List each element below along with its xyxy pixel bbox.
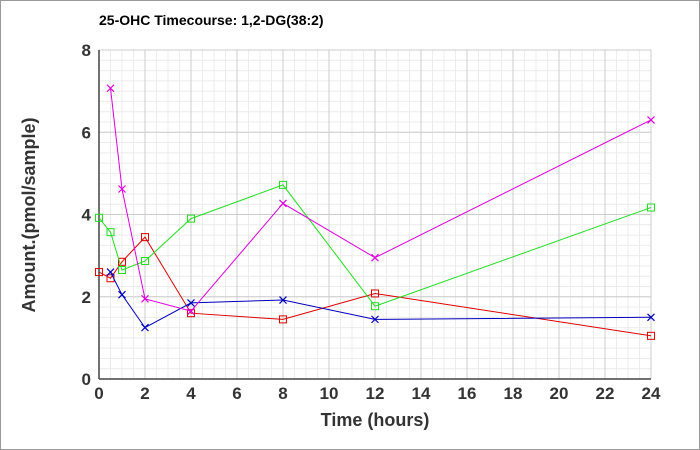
data-point — [118, 266, 126, 275]
data-point — [106, 228, 115, 237]
x-tick-label: 24 — [642, 384, 661, 403]
data-point — [647, 313, 655, 322]
x-tick-labels: 0 2 4 6 8 10 12 14 16 18 20 22 24 — [94, 384, 661, 403]
data-point — [187, 298, 195, 307]
x-tick-label: 4 — [186, 384, 196, 403]
data-point — [371, 302, 379, 311]
y-tick-label: 4 — [82, 206, 92, 225]
data-point — [118, 257, 126, 266]
y-tick-label: 8 — [82, 41, 91, 60]
data-point — [141, 256, 149, 265]
y-tick-labels: 0 2 4 6 8 — [82, 41, 92, 389]
data-point — [279, 315, 287, 324]
data-point — [647, 203, 655, 212]
x-tick-label: 16 — [458, 384, 477, 403]
y-tick-label: 6 — [82, 123, 91, 142]
x-tick-label: 18 — [504, 384, 523, 403]
series-2 — [95, 180, 655, 311]
data-point — [371, 289, 379, 298]
y-tick-label: 2 — [82, 288, 91, 307]
data-point — [647, 331, 655, 340]
y-tick-label: 0 — [82, 370, 91, 389]
data-point — [187, 307, 195, 316]
x-axis-label: Time (hours) — [321, 410, 430, 430]
data-point — [95, 268, 103, 277]
x-tick-label: 8 — [278, 384, 287, 403]
data-point — [106, 84, 115, 93]
data-point — [279, 296, 287, 304]
data-point — [279, 199, 287, 208]
series-4 — [106, 84, 655, 316]
x-tick-label: 10 — [320, 384, 339, 403]
x-tick-label: 22 — [596, 384, 615, 403]
data-point — [141, 294, 149, 303]
data-point — [141, 323, 149, 332]
x-tick-label: 2 — [140, 384, 149, 403]
x-tick-label: 20 — [550, 384, 569, 403]
data-point — [141, 233, 149, 242]
data-point — [371, 315, 379, 324]
data-point — [118, 185, 126, 193]
y-axis-label: Amount.(pmol/sample) — [19, 117, 39, 312]
x-tick-label: 0 — [94, 384, 103, 403]
chart-title: 25-OHC Timecourse: 1,2-DG(38:2) — [99, 12, 324, 28]
data-point — [187, 309, 195, 318]
series-3 — [106, 268, 655, 332]
data-point — [187, 214, 195, 223]
series-line — [98, 184, 652, 307]
data-point — [647, 115, 655, 124]
data-point — [371, 253, 379, 262]
data-point — [118, 290, 126, 299]
data-point — [106, 268, 115, 276]
x-tick-label: 6 — [232, 384, 241, 403]
x-tick-label: 14 — [412, 384, 431, 403]
data-point — [95, 213, 103, 222]
data-point — [279, 180, 287, 189]
x-tick-label: 12 — [366, 384, 385, 403]
series-layer — [95, 84, 655, 340]
